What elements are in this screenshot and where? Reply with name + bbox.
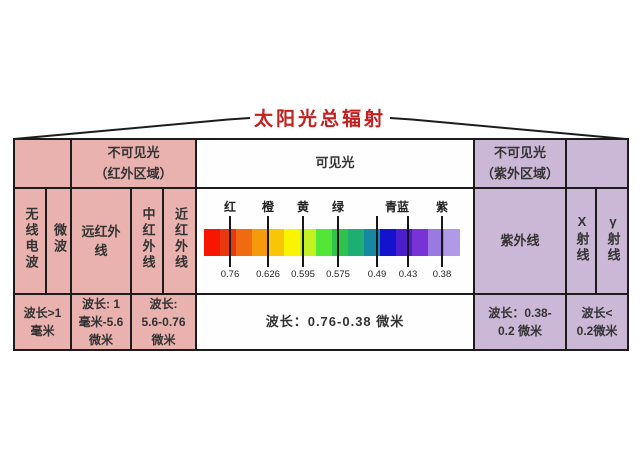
- spectrum-color-label: 紫: [435, 200, 449, 214]
- header-left-empty-cell: [13, 138, 72, 189]
- spectrum-tick: [376, 216, 378, 267]
- cell-radio-waves: 无线电波: [13, 187, 47, 295]
- header-infrared: 不可见光 （红外区域）: [70, 138, 197, 189]
- wavelength-value: 0.38: [432, 269, 452, 280]
- wavelength-mid-near-infrared: 波长: 5.6-0.76 微米: [130, 293, 197, 351]
- header-row: 不可见光 （红外区域） 可见光 不可见光 （紫外区域）: [13, 138, 629, 189]
- cell-near-infrared: 近红外线: [162, 187, 197, 295]
- header-ultraviolet: 不可见光 （紫外区域）: [473, 138, 567, 189]
- gamma-ray-label: γ射线: [605, 213, 621, 264]
- wavelength-ultraviolet: 波长：0.38- 0.2 微米: [473, 293, 567, 351]
- wavelength-value: 0.626: [256, 269, 280, 280]
- wavelength-value: 0.595: [291, 269, 315, 280]
- diagram-title: 太阳光总辐射: [253, 109, 386, 130]
- spectrum-tick: [302, 216, 304, 267]
- wavelength-value: 0.49: [367, 269, 387, 280]
- cell-visible-spectrum: 0.76 0.626 0.595 0.575 0.49 0.43 0.38 红 橙 黄 绿 青蓝 紫: [195, 187, 475, 295]
- xray-label: X射线: [574, 213, 590, 264]
- spectrum-panel: 0.76 0.626 0.595 0.575 0.49 0.43 0.38 红 橙 黄 绿 青蓝 紫: [198, 190, 472, 292]
- cell-microwave: 微波: [45, 187, 72, 295]
- wavelength-row: 波长>1 毫米 波长: 1 毫米-5.6 微米 波长: 5.6-0.76 微米 …: [13, 293, 629, 351]
- wavelength-xray-gamma: 波长< 0.2微米: [565, 293, 629, 351]
- spectrum-tick: [229, 216, 231, 267]
- header-visible: 可见光: [195, 138, 475, 189]
- spectrum-color-label: 青蓝: [384, 200, 410, 214]
- wavelength-value: 0.43: [398, 269, 418, 280]
- band-row: 无线电波 微波 远红外 线 中红外线 近红外线 0.76 0.626 0.595 0.…: [13, 187, 629, 295]
- spectrum-color-label: 黄: [296, 200, 310, 214]
- wavelength-visible: 波长：0.76-0.38 微米: [195, 293, 475, 351]
- wavelength-radio-microwave: 波长>1 毫米: [13, 293, 72, 351]
- mid-infrared-label: 中红外线: [140, 206, 156, 271]
- wavelength-value: 0.575: [326, 269, 350, 280]
- cell-ultraviolet: 紫外线: [473, 187, 567, 295]
- header-right-empty-cell: [565, 138, 629, 189]
- cell-far-infrared: 远红外 线: [70, 187, 132, 295]
- cell-xray: X射线: [565, 187, 597, 295]
- wavelength-value: 0.76: [220, 269, 240, 280]
- wavelength-far-infrared: 波长: 1 毫米-5.6 微米: [70, 293, 132, 351]
- spectrum-color-label: 绿: [331, 200, 345, 214]
- spectrum-tick: [441, 216, 443, 267]
- near-infrared-label: 近红外线: [172, 206, 188, 271]
- spectrum-table: 不可见光 （红外区域） 可见光 不可见光 （紫外区域） 无线电波 微波 远红外 …: [13, 138, 629, 351]
- connector-line-right: [389, 117, 627, 140]
- cell-mid-infrared: 中红外线: [130, 187, 164, 295]
- connector-line-left: [13, 117, 251, 140]
- microwave-label: 微波: [51, 222, 67, 255]
- spectrum-tick: [337, 216, 339, 267]
- spectrum-bar: [204, 229, 460, 256]
- radio-waves-label: 无线电波: [23, 206, 39, 271]
- spectrum-color-label: 橙: [261, 200, 275, 214]
- spectrum-tick: [407, 216, 409, 267]
- cell-gamma-ray: γ射线: [595, 187, 629, 295]
- spectrum-color-label: 红: [223, 200, 237, 214]
- spectrum-tick: [267, 216, 269, 267]
